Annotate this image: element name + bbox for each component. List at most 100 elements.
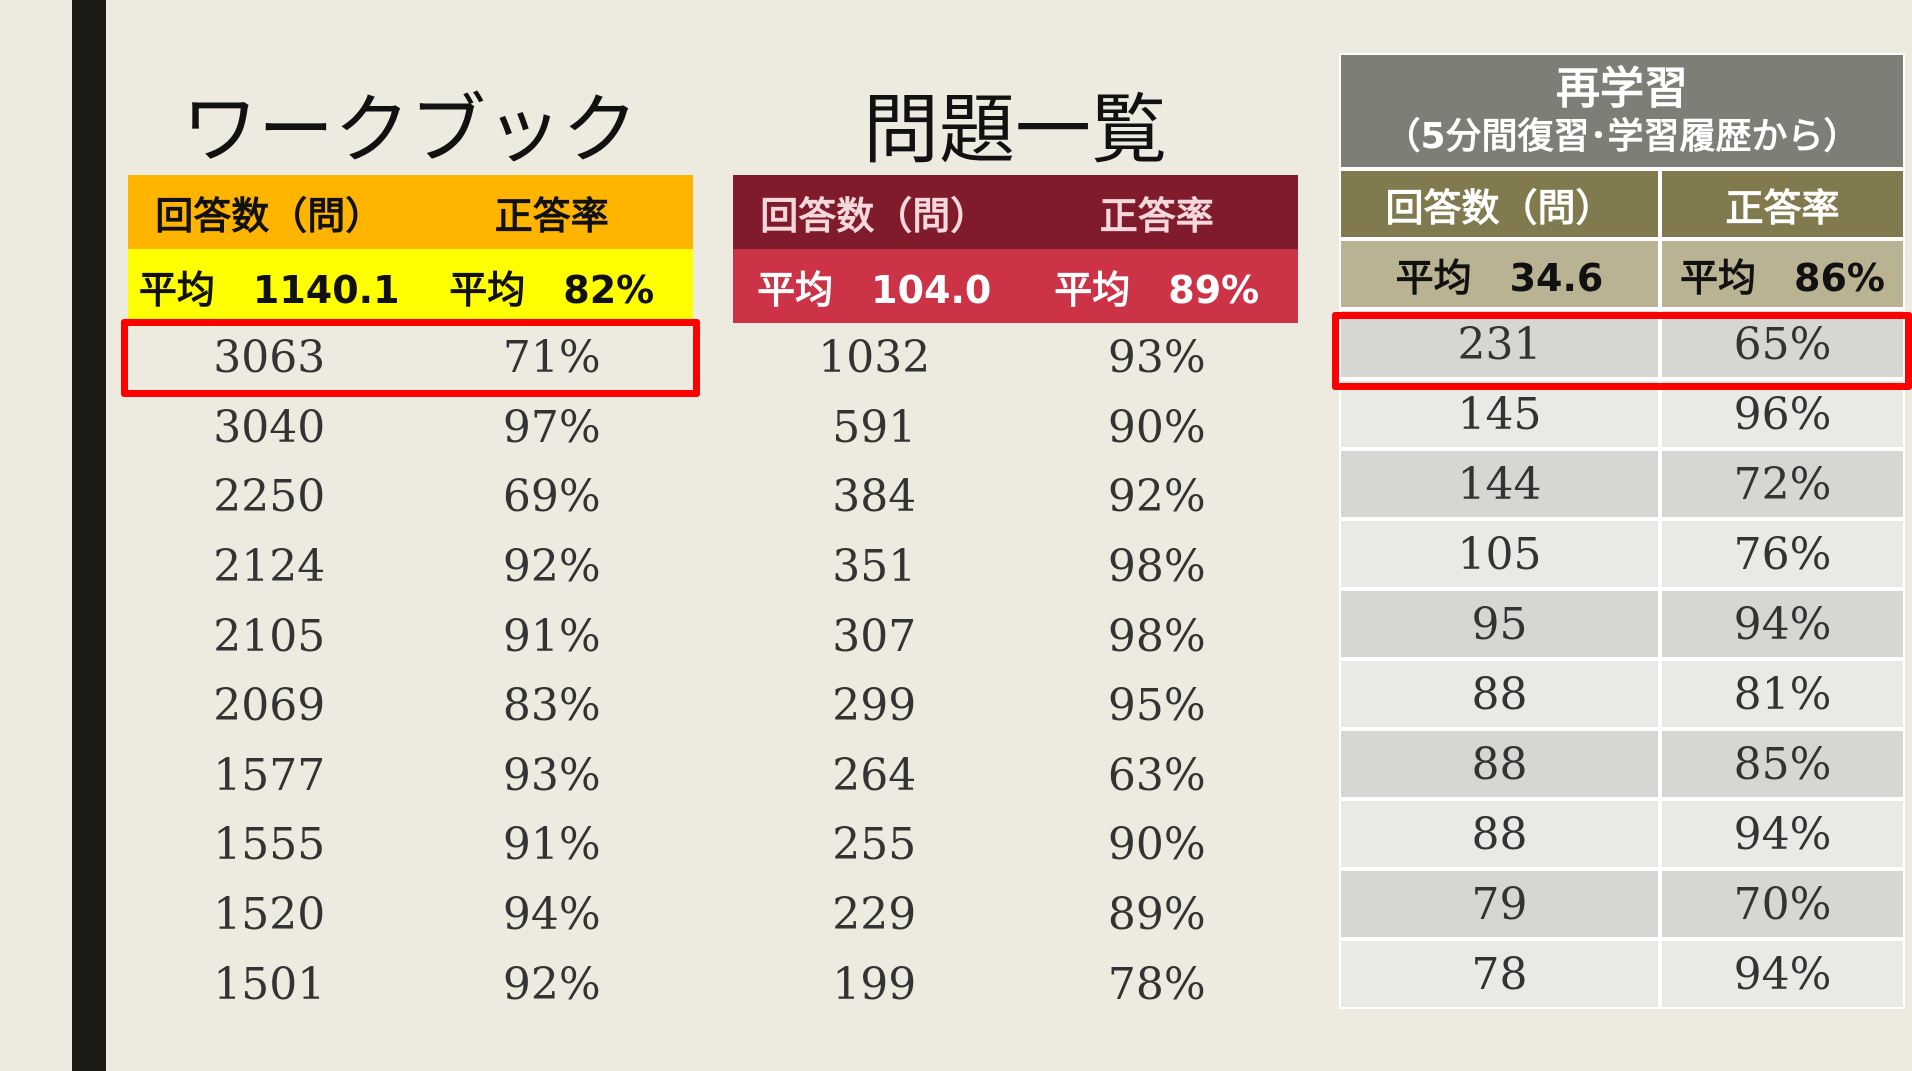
relearning-rows: 231 65% 145 96% 144 72% 105 76% 95 94% 88 81% 88 85% 8… bbox=[1339, 309, 1905, 1009]
relearning-title: 再学習 bbox=[1556, 63, 1688, 114]
table-row: 2124 92% bbox=[128, 532, 693, 602]
row-count: 1520 bbox=[213, 889, 326, 941]
row-count: 591 bbox=[832, 401, 917, 453]
row-rate: 91% bbox=[502, 610, 601, 662]
average-row: 平均 104.0 平均 89% bbox=[733, 249, 1298, 323]
row-rate: 69% bbox=[502, 471, 601, 523]
row-count: 2105 bbox=[213, 610, 326, 662]
average-count: 平均 104.0 bbox=[733, 249, 1016, 323]
row-rate: 71% bbox=[502, 332, 601, 384]
table-row: 145 96% bbox=[1339, 379, 1905, 449]
row-count: 264 bbox=[832, 749, 917, 801]
row-rate: 85% bbox=[1660, 729, 1905, 799]
row-rate: 96% bbox=[1660, 379, 1905, 449]
table-row: 144 72% bbox=[1339, 449, 1905, 519]
row-count: 105 bbox=[1339, 519, 1660, 589]
row-count: 2250 bbox=[213, 471, 326, 523]
table-row: 88 94% bbox=[1339, 799, 1905, 869]
table-row: 3040 97% bbox=[128, 393, 693, 463]
row-rate: 94% bbox=[1660, 589, 1905, 659]
table-row: 1555 91% bbox=[128, 810, 693, 880]
row-rate: 94% bbox=[1660, 799, 1905, 869]
header-count: 回答数（問） bbox=[1339, 169, 1660, 239]
table-row: 1520 94% bbox=[128, 880, 693, 950]
row-count: 351 bbox=[832, 541, 917, 593]
left-accent-bar bbox=[72, 0, 106, 1071]
row-count: 145 bbox=[1339, 379, 1660, 449]
row-rate: 83% bbox=[502, 680, 601, 732]
relearning-highlight-box bbox=[1332, 312, 1912, 390]
row-count: 199 bbox=[832, 958, 917, 1010]
problems-rows: 1032 93% 591 90% 384 92% 351 98% 307 98% 299 95% 264… bbox=[733, 323, 1298, 1019]
table-header: 回答数（問） 正答率 bbox=[733, 175, 1298, 249]
header-rate: 正答率 bbox=[410, 175, 693, 249]
row-count: 88 bbox=[1339, 729, 1660, 799]
workbook-table: 回答数（問） 正答率 平均 1140.1 平均 82% 3063 71% 3040 9… bbox=[128, 175, 693, 1019]
row-rate: 81% bbox=[1660, 659, 1905, 729]
row-rate: 91% bbox=[502, 819, 601, 871]
row-count: 255 bbox=[832, 819, 917, 871]
header-rate: 正答率 bbox=[1660, 169, 1905, 239]
header-rate: 正答率 bbox=[1015, 175, 1298, 249]
relearning-title-block: 再学習 （5分間復習･学習履歴から） bbox=[1339, 53, 1905, 169]
table-row: 2105 91% bbox=[128, 601, 693, 671]
row-rate: 98% bbox=[1107, 610, 1206, 662]
row-rate: 78% bbox=[1107, 958, 1206, 1010]
row-rate: 95% bbox=[1107, 680, 1206, 732]
row-rate: 97% bbox=[502, 401, 601, 453]
row-count: 88 bbox=[1339, 659, 1660, 729]
average-row: 平均 34.6 平均 86% bbox=[1339, 239, 1905, 309]
row-count: 95 bbox=[1339, 589, 1660, 659]
row-count: 2069 bbox=[213, 680, 326, 732]
relearning-subtitle: （5分間復習･学習履歴から） bbox=[1384, 116, 1860, 157]
row-count: 88 bbox=[1339, 799, 1660, 869]
row-rate: 98% bbox=[1107, 541, 1206, 593]
row-rate: 93% bbox=[1107, 332, 1206, 384]
table-row: 351 98% bbox=[733, 532, 1298, 602]
table-header: 回答数（問） 正答率 bbox=[1339, 169, 1905, 239]
row-rate: 93% bbox=[502, 749, 601, 801]
row-rate: 76% bbox=[1660, 519, 1905, 589]
average-rate: 平均 86% bbox=[1660, 239, 1905, 309]
row-rate: 92% bbox=[502, 541, 601, 593]
row-count: 1577 bbox=[213, 749, 326, 801]
table-row: 307 98% bbox=[733, 601, 1298, 671]
table-row: 88 85% bbox=[1339, 729, 1905, 799]
problems-title: 問題一覧 bbox=[863, 85, 1167, 174]
table-row: 591 90% bbox=[733, 393, 1298, 463]
row-rate: 63% bbox=[1107, 749, 1206, 801]
row-rate: 90% bbox=[1107, 819, 1206, 871]
row-rate: 92% bbox=[502, 958, 601, 1010]
row-count: 3063 bbox=[213, 332, 326, 384]
row-count: 1032 bbox=[818, 332, 931, 384]
table-row: 229 89% bbox=[733, 880, 1298, 950]
row-count: 3040 bbox=[213, 401, 326, 453]
average-rate: 平均 89% bbox=[1015, 249, 1298, 323]
table-row: 299 95% bbox=[733, 671, 1298, 741]
row-rate: 90% bbox=[1107, 401, 1206, 453]
header-count: 回答数（問） bbox=[733, 175, 1016, 249]
row-count: 1501 bbox=[213, 958, 326, 1010]
table-row: 2250 69% bbox=[128, 462, 693, 532]
average-row: 平均 1140.1 平均 82% bbox=[128, 249, 693, 323]
table-row: 88 81% bbox=[1339, 659, 1905, 729]
table-row: 264 63% bbox=[733, 741, 1298, 811]
row-count: 79 bbox=[1339, 869, 1660, 939]
row-count: 307 bbox=[832, 610, 917, 662]
row-count: 1555 bbox=[213, 819, 326, 871]
table-row: 1032 93% bbox=[733, 323, 1298, 393]
workbook-rows: 3063 71% 3040 97% 2250 69% 2124 92% 2105 91% 2069 8… bbox=[128, 323, 693, 1019]
header-count: 回答数（問） bbox=[128, 175, 411, 249]
table-row: 78 94% bbox=[1339, 939, 1905, 1009]
row-count: 229 bbox=[832, 889, 917, 941]
row-rate: 94% bbox=[502, 889, 601, 941]
problems-table: 回答数（問） 正答率 平均 104.0 平均 89% 1032 93% 591 90%… bbox=[733, 175, 1298, 1019]
workbook-title: ワークブック bbox=[182, 85, 638, 174]
row-count: 78 bbox=[1339, 939, 1660, 1009]
table-row: 2069 83% bbox=[128, 671, 693, 741]
table-row: 95 94% bbox=[1339, 589, 1905, 659]
row-count: 231 bbox=[1339, 309, 1660, 379]
table-row: 105 76% bbox=[1339, 519, 1905, 589]
row-count: 144 bbox=[1339, 449, 1660, 519]
table-row: 3063 71% bbox=[128, 323, 693, 393]
